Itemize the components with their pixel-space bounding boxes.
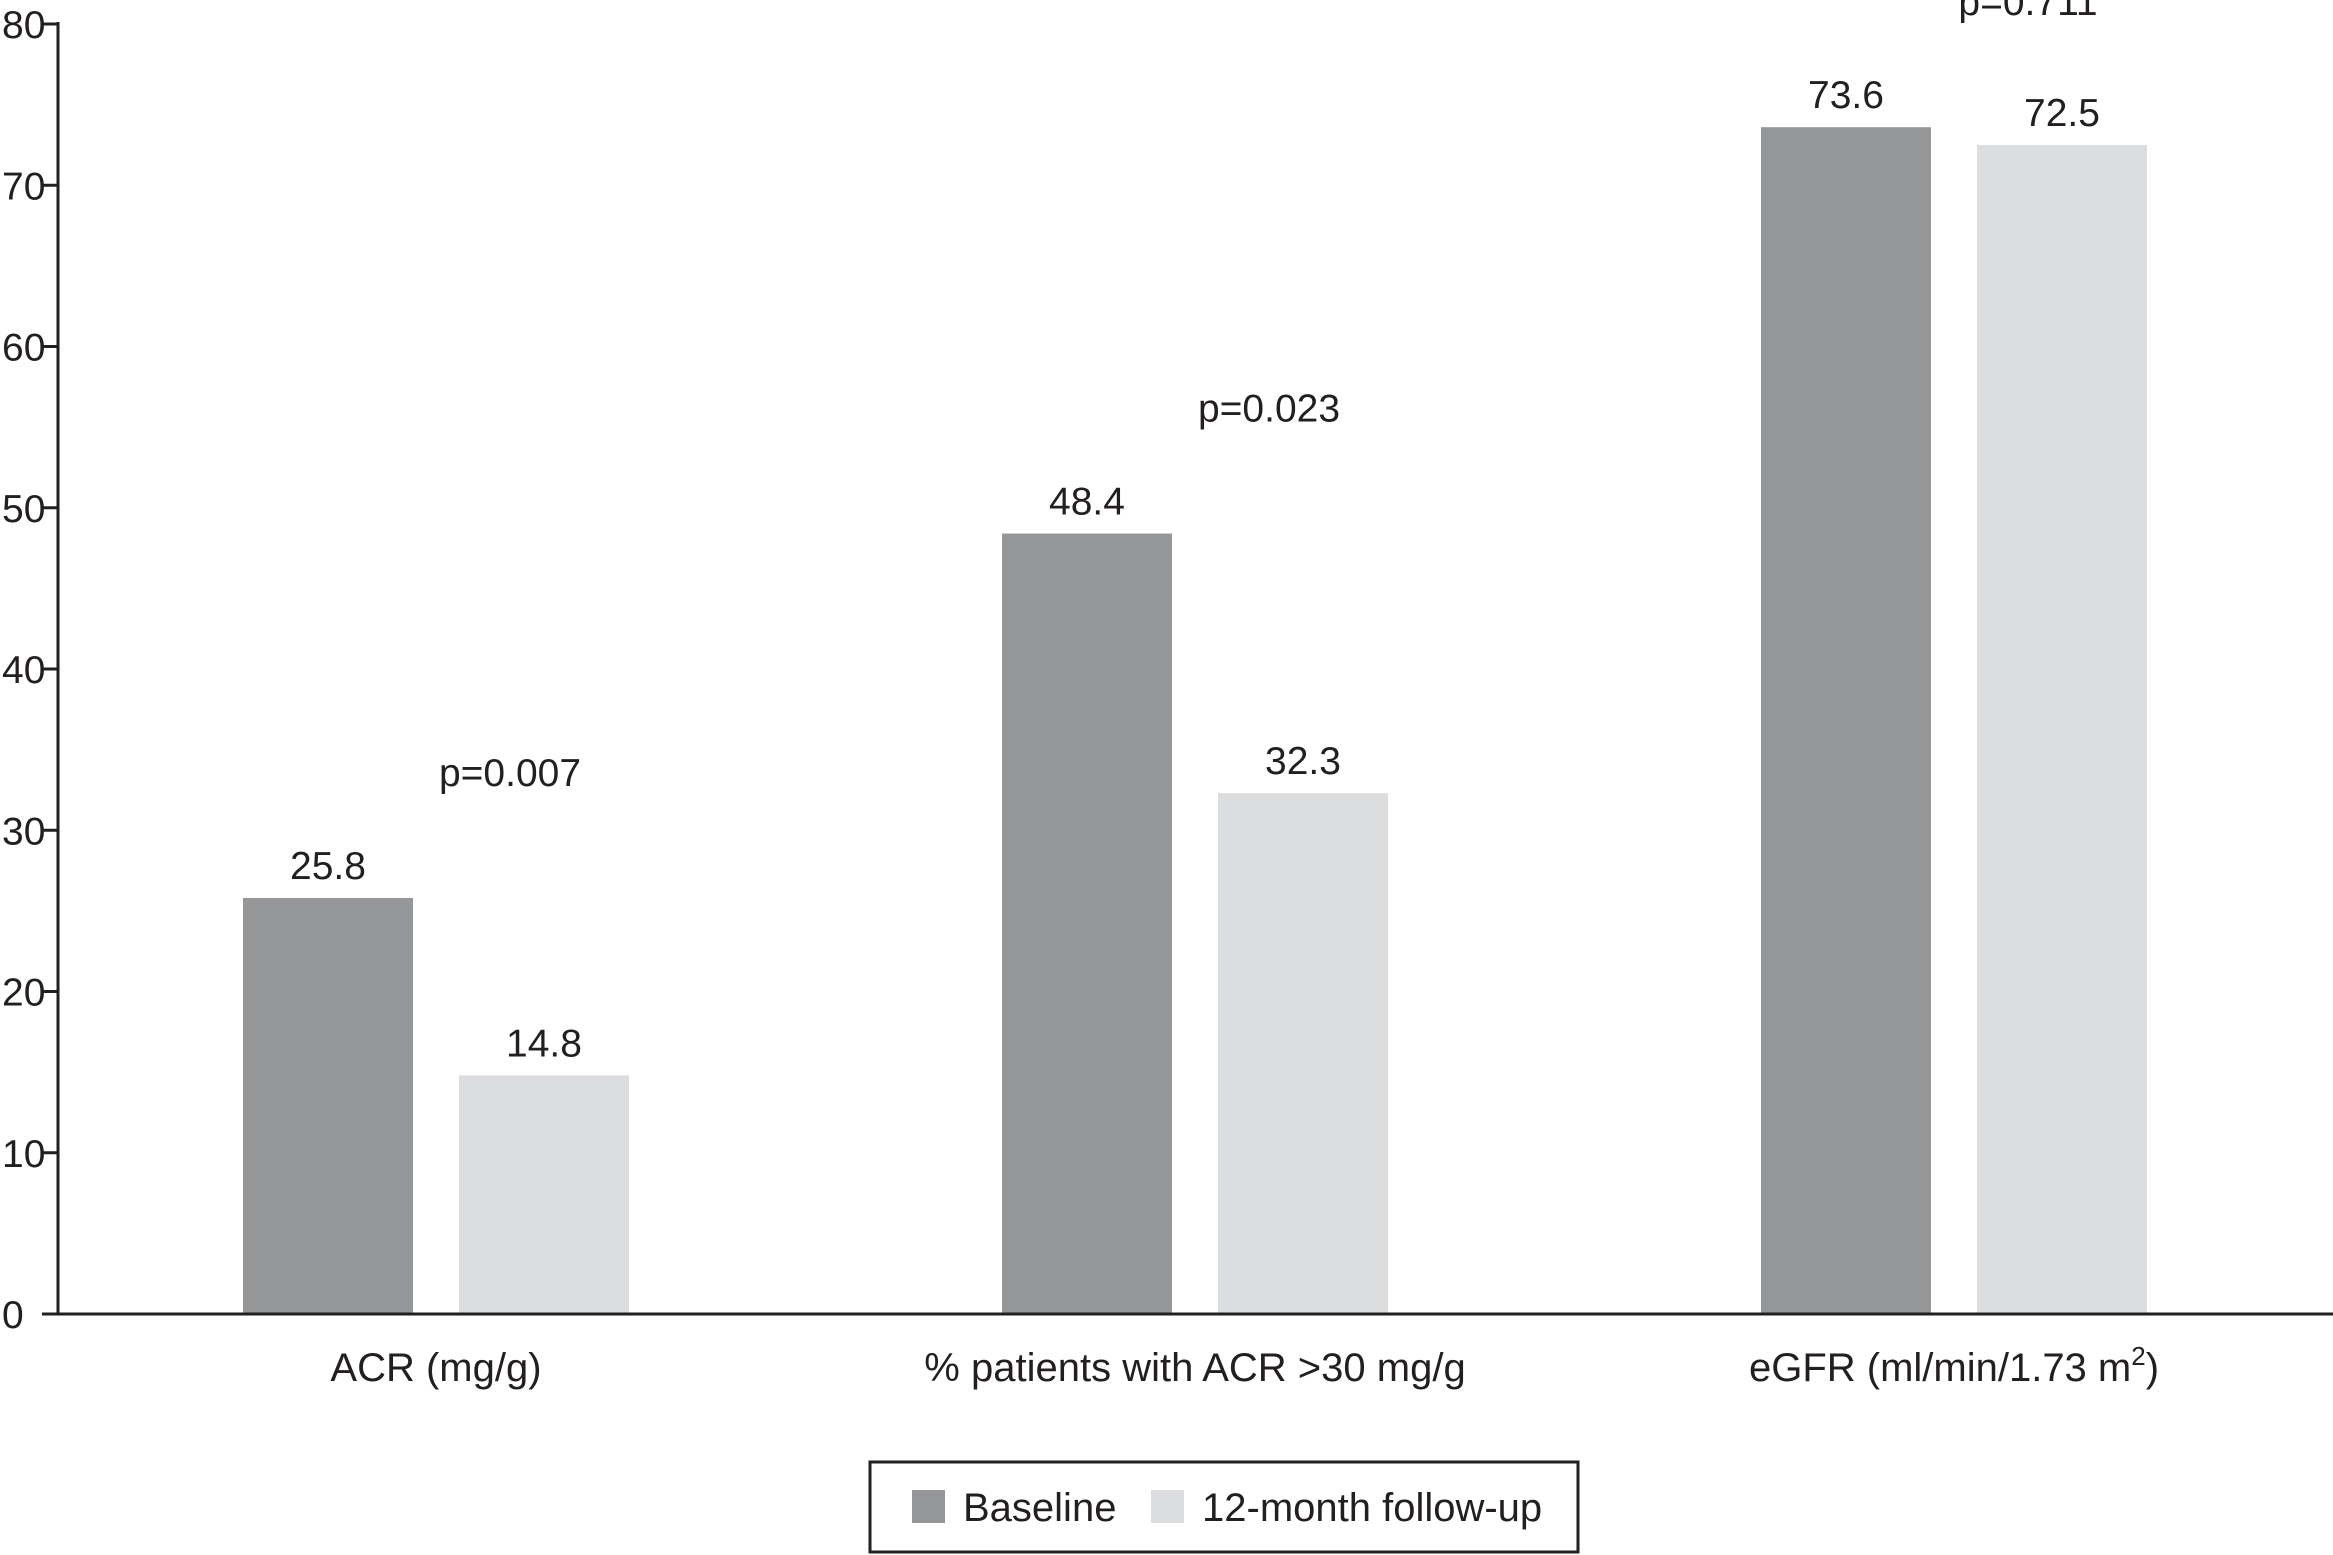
- y-tick-label: 80: [2, 4, 45, 47]
- legend-swatch-follow-up: [1151, 1490, 1184, 1523]
- x-tick-label: % patients with ACR >30 mg/g: [924, 1346, 1465, 1390]
- p-value-label: p=0.007: [439, 752, 581, 795]
- y-tick-label: 30: [2, 810, 45, 853]
- y-tick-label: 20: [2, 972, 45, 1015]
- data-label: 25.8: [290, 845, 366, 888]
- y-tick-label: 10: [2, 1133, 45, 1176]
- data-label: 48.4: [1049, 481, 1125, 524]
- bar-follow-up-1: [1218, 793, 1388, 1314]
- y-tick-label: 0: [2, 1294, 24, 1337]
- data-label: 73.6: [1808, 74, 1884, 117]
- y-tick-label: 60: [2, 327, 45, 370]
- bar-baseline-1: [1002, 533, 1172, 1314]
- legend-box: [868, 1460, 1580, 1554]
- bar-baseline-0: [243, 897, 413, 1314]
- value-labels: 25.8 14.8 48.4 32.3 73.6 72.5: [290, 74, 2100, 1065]
- data-label: 32.3: [1265, 740, 1341, 783]
- data-label: 14.8: [506, 1022, 582, 1065]
- p-value-label: p=0.711: [1958, 0, 2097, 24]
- bar-follow-up-2: [1977, 144, 2147, 1314]
- x-tick-label: eGFR (ml/min/1.73 m2): [1749, 1341, 2159, 1390]
- data-label: 72.5: [2024, 92, 2100, 135]
- bar-follow-up-0: [459, 1075, 629, 1314]
- legend: Baseline 12-month follow-up: [868, 1460, 1580, 1554]
- x-tick-label: ACR (mg/g): [330, 1346, 541, 1390]
- bars: [243, 127, 2147, 1315]
- x-axis: ACR (mg/g) % patients with ACR >30 mg/g eG…: [58, 1312, 2333, 1390]
- legend-label-baseline: Baseline: [963, 1486, 1116, 1530]
- p-value-labels: p=0.007 p=0.023 p=0.711: [439, 0, 2098, 795]
- legend-label-follow-up: 12-month follow-up: [1202, 1486, 1542, 1530]
- y-tick-label: 70: [2, 165, 45, 208]
- p-value-label: p=0.023: [1198, 388, 1340, 431]
- legend-swatch-baseline: [912, 1490, 945, 1523]
- y-tick-label: 40: [2, 649, 45, 692]
- bar-baseline-2: [1761, 127, 1931, 1315]
- y-axis: 0 10 20 30 40 50 60 70 80: [2, 4, 60, 1337]
- y-tick-label: 50: [2, 488, 45, 531]
